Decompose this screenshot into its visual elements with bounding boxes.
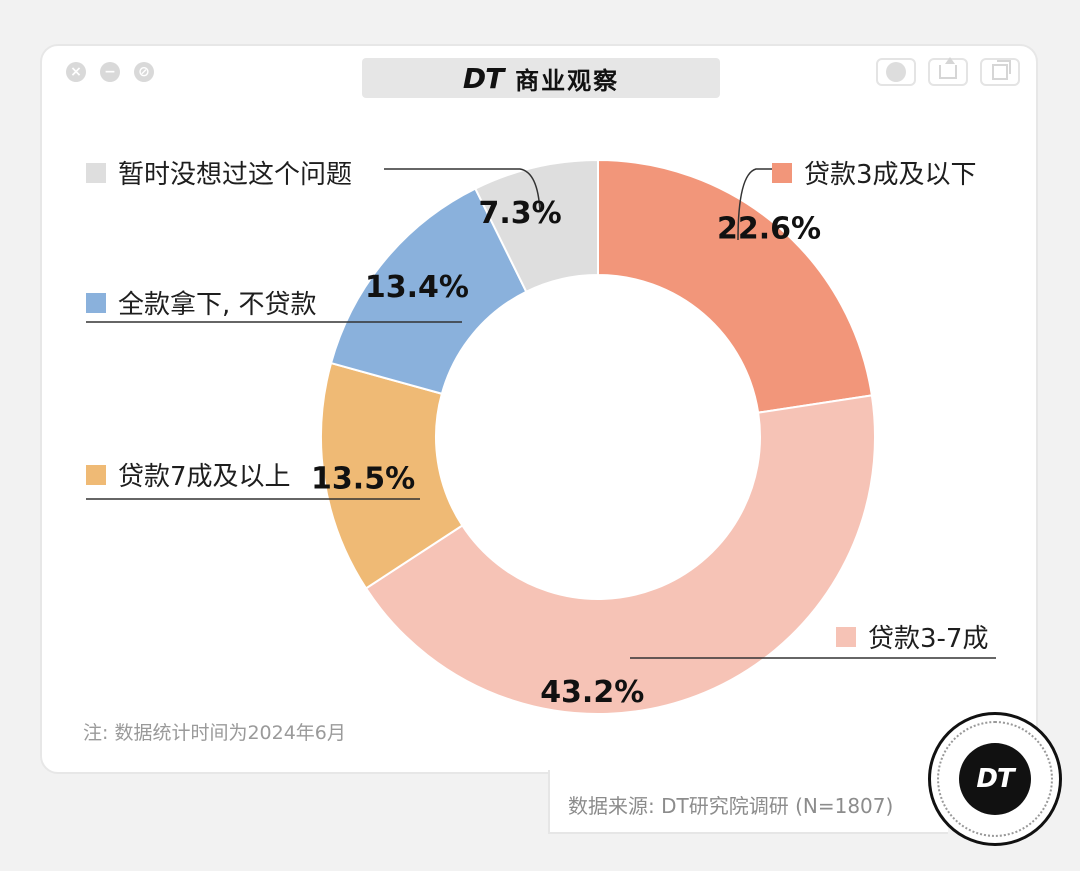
legend-swatch bbox=[86, 292, 106, 313]
record-icon[interactable] bbox=[876, 58, 916, 86]
share-icon[interactable] bbox=[928, 57, 968, 86]
close-icon[interactable]: × bbox=[66, 62, 86, 82]
window-copy-icon[interactable] bbox=[980, 58, 1020, 86]
value-labels: 22.6% 43.2% 13.5% 13.4% 7.3% bbox=[311, 196, 821, 710]
source-panel bbox=[548, 770, 948, 834]
legend-swatch bbox=[772, 162, 792, 183]
leader-line-0 bbox=[737, 168, 772, 241]
legend-swatch bbox=[86, 464, 106, 485]
value-label-4: 7.3% bbox=[478, 196, 561, 231]
slice-0 bbox=[597, 158, 873, 414]
title-bar: × − ⊘ DT 商业观察 bbox=[42, 46, 1036, 108]
dt-logo-badge: DT bbox=[928, 712, 1062, 846]
legend-item-2: 贷款7成及以上 bbox=[86, 456, 291, 493]
brand-mark: DT bbox=[462, 61, 504, 95]
disable-icon[interactable]: ⊘ bbox=[134, 62, 154, 82]
source-text: 数据来源: DT研究院调研 (N=1807) bbox=[568, 794, 894, 818]
legend-label: 暂时没想过这个问题 bbox=[118, 160, 353, 190]
legend-swatch bbox=[86, 162, 106, 183]
value-label-3: 13.4% bbox=[365, 270, 469, 305]
leader-lines bbox=[86, 168, 996, 659]
brand-name: 商业观察 bbox=[515, 66, 620, 95]
legend-item-3: 全款拿下, 不贷款 bbox=[86, 284, 317, 321]
slice-1 bbox=[364, 394, 876, 715]
legend-item-4: 暂时没想过这个问题 bbox=[86, 154, 352, 191]
footnote: 注: 数据统计时间为2024年6月 bbox=[83, 722, 346, 744]
slice-4 bbox=[474, 158, 599, 294]
leader-line-4 bbox=[384, 168, 541, 213]
window-title: DT 商业观察 bbox=[362, 58, 720, 98]
legend-label: 贷款3-7成 bbox=[868, 624, 989, 654]
dt-logo-text: DT bbox=[959, 743, 1031, 815]
value-label-2: 13.5% bbox=[311, 462, 415, 497]
legend-label: 贷款7成及以上 bbox=[118, 462, 291, 492]
legend-label: 贷款3成及以下 bbox=[804, 160, 977, 190]
chart-slices bbox=[320, 158, 876, 715]
legend-item-0: 贷款3成及以下 bbox=[772, 154, 977, 191]
legend-label: 全款拿下, 不贷款 bbox=[118, 290, 317, 320]
legend-swatch bbox=[836, 626, 856, 647]
value-label-1: 43.2% bbox=[540, 675, 644, 710]
legend-item-1: 贷款3-7成 bbox=[836, 618, 988, 655]
value-label-0: 22.6% bbox=[717, 212, 821, 247]
minimize-icon[interactable]: − bbox=[100, 62, 120, 82]
